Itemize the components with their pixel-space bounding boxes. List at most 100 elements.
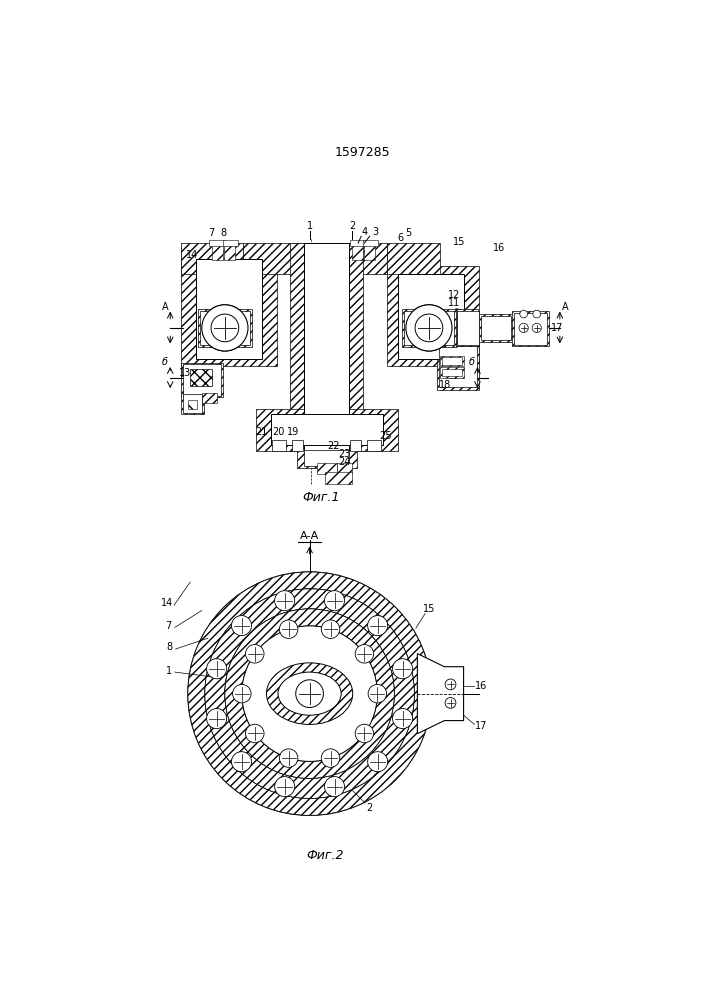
Text: 2: 2 [366,803,373,813]
Circle shape [279,620,298,638]
Text: 7: 7 [165,621,172,631]
Bar [402,309,456,347]
Circle shape [201,305,248,351]
Text: 10: 10 [448,371,460,381]
Text: А: А [562,302,568,312]
Bar [209,240,225,246]
Text: б: б [469,357,475,367]
Bar [437,343,479,389]
Bar [398,274,464,359]
Bar [363,240,378,246]
Text: 16: 16 [475,681,487,691]
Bar [271,414,382,445]
Bar [442,357,462,365]
Bar [404,311,454,345]
Circle shape [211,314,239,342]
Circle shape [296,680,324,708]
Circle shape [321,749,340,767]
Bar [324,243,387,274]
Circle shape [406,305,452,351]
Bar [190,369,212,386]
Circle shape [392,709,413,729]
Circle shape [231,616,252,636]
Circle shape [242,626,378,761]
Text: 8: 8 [166,642,173,652]
Circle shape [445,698,456,708]
Circle shape [519,323,528,333]
Bar [183,394,201,413]
Bar [223,240,238,246]
Circle shape [206,709,227,729]
Circle shape [205,589,414,798]
Circle shape [415,314,443,342]
Text: 16: 16 [493,243,505,253]
Circle shape [392,659,413,679]
Text: 6: 6 [397,233,404,243]
Text: А-А: А-А [300,531,320,541]
Bar [201,393,217,403]
Bar [183,364,221,396]
Text: 14: 14 [187,250,199,260]
Bar [181,247,277,366]
Bar [292,440,303,451]
Bar [329,243,363,451]
Bar [337,463,352,474]
Wedge shape [225,609,395,778]
Bar [317,463,337,474]
Text: 1: 1 [307,221,312,231]
Bar [351,440,361,451]
Bar [181,393,204,414]
Bar [188,400,197,409]
Bar [304,450,349,466]
Text: б: б [162,357,168,367]
Circle shape [368,616,387,636]
Text: 9: 9 [193,374,199,384]
Text: 15: 15 [423,604,435,614]
Bar [457,311,479,345]
Text: 17: 17 [475,721,488,731]
Circle shape [406,305,452,351]
Text: Фиг.2: Фиг.2 [306,849,344,862]
Bar [243,243,324,274]
Circle shape [188,572,431,815]
Bar [181,243,243,274]
Text: 24: 24 [338,457,351,467]
Circle shape [533,310,541,318]
Wedge shape [188,572,431,815]
Circle shape [415,314,443,342]
Text: 5: 5 [405,228,411,238]
Polygon shape [456,309,479,347]
Text: 17: 17 [551,323,563,333]
Ellipse shape [267,663,353,724]
Text: 1: 1 [165,666,172,676]
Text: 18: 18 [439,380,451,390]
Text: Фиг.1: Фиг.1 [303,491,340,504]
Circle shape [532,323,542,333]
Bar [291,243,325,451]
Text: 2: 2 [349,221,355,231]
Bar [352,243,363,260]
Ellipse shape [278,672,341,715]
Bar [198,309,252,347]
Bar [439,346,477,387]
Bar [442,369,462,376]
Circle shape [233,684,251,703]
Text: 3: 3 [373,227,379,237]
Text: 23: 23 [338,449,351,459]
Bar [325,472,352,484]
Text: 19: 19 [286,427,299,437]
Bar [481,316,511,340]
Bar [224,243,235,260]
Text: 21: 21 [255,427,267,437]
Circle shape [275,591,295,611]
Bar [457,309,478,346]
Bar [387,266,479,366]
Polygon shape [417,654,464,734]
Circle shape [206,659,227,679]
Text: 14: 14 [161,598,173,608]
Circle shape [325,777,344,797]
Circle shape [355,645,374,663]
Circle shape [245,724,264,743]
Text: А: А [161,302,168,312]
Text: 8: 8 [221,228,226,238]
